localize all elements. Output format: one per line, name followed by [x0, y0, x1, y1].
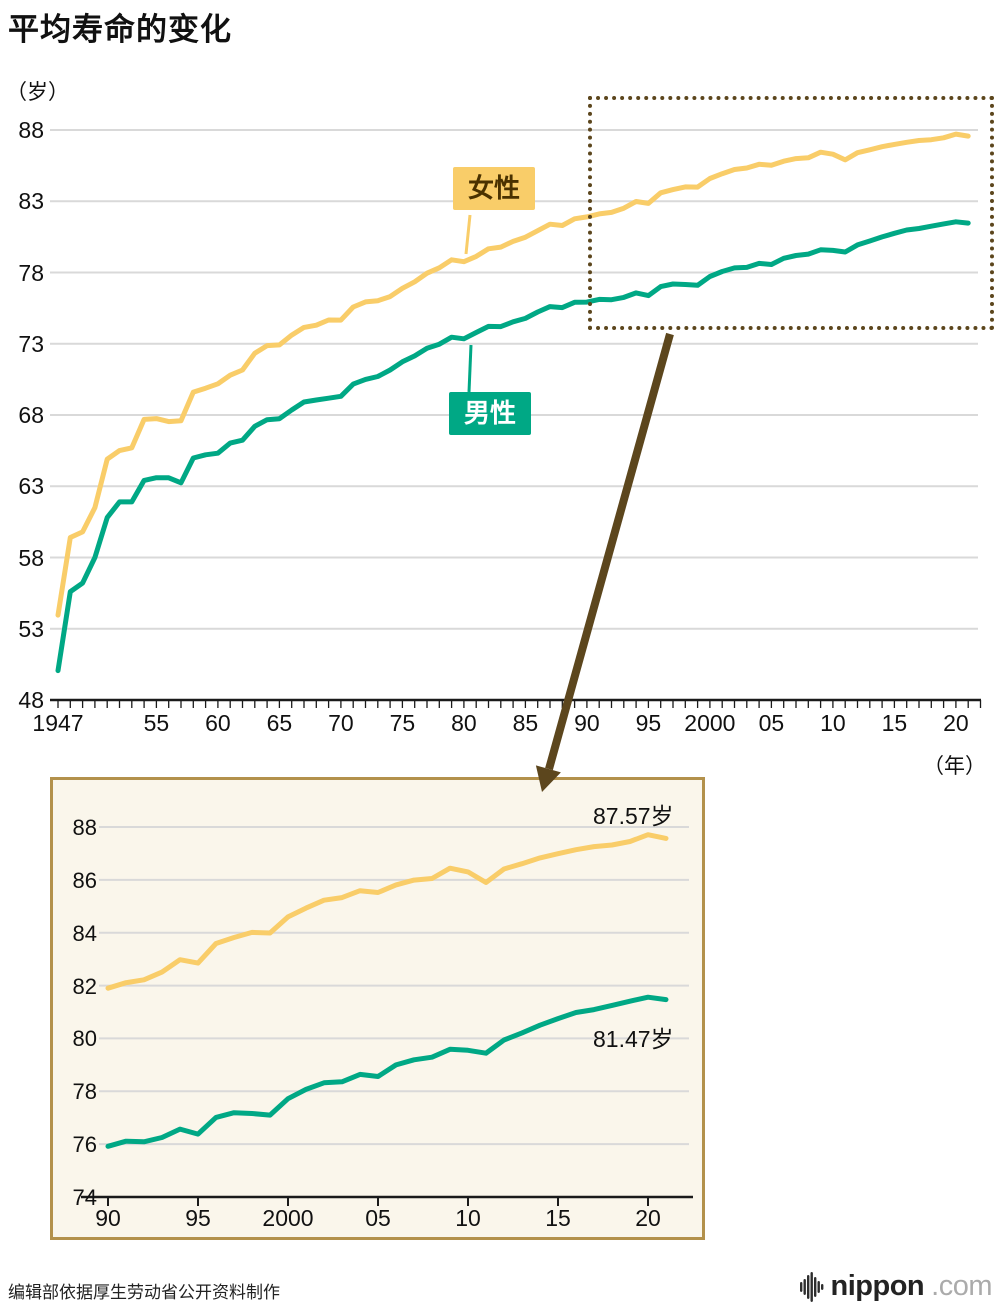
- main-x-tick-label: 10: [820, 710, 846, 736]
- main-x-tick-label: 15: [881, 710, 908, 736]
- main-x-tick-label: 75: [389, 710, 416, 736]
- logo-suffix: .com: [931, 1270, 992, 1302]
- main-x-tick-label: 85: [512, 710, 539, 736]
- male-series-label: 男性: [449, 392, 532, 435]
- main-y-tick-label: 63: [18, 473, 44, 500]
- main-y-tick-label: 83: [18, 188, 44, 215]
- main-x-tick-label: 60: [205, 710, 231, 736]
- main-y-tick-label: 58: [18, 544, 44, 571]
- inset-chart-panel: 74 76 78 80 82 84 86 88 90 95 2000 05 10 15 20 87.57岁…: [50, 777, 705, 1240]
- nippon-logo-icon: [799, 1271, 823, 1302]
- logo-text: nippon: [830, 1270, 925, 1302]
- female-value-annotation: 87.57岁: [593, 803, 674, 829]
- main-x-tick-label: 2000: [684, 710, 736, 736]
- chart-title: 平均寿命的变化: [8, 12, 232, 47]
- main-y-tick-label: 73: [18, 330, 44, 357]
- main-x-tick-label: 70: [328, 710, 354, 736]
- main-x-tick-label: 20: [943, 710, 969, 736]
- zoom-region-box: [588, 96, 994, 330]
- main-y-axis-labels: 48 53 58 63 68 73 78 83 88: [2, 0, 46, 760]
- main-x-tick-label: 55: [143, 710, 170, 736]
- main-y-tick-label: 68: [18, 402, 44, 428]
- male-value-annotation: 81.47岁: [593, 1026, 674, 1052]
- x-axis-unit-label: （年）: [923, 755, 986, 778]
- source-note: 编辑部依据厚生劳动省公开资料制作: [8, 1283, 280, 1302]
- female-series-label: 女性: [453, 167, 536, 210]
- main-x-tick-label: 1947: [32, 710, 84, 736]
- nippon-logo: nippon .com: [799, 1270, 992, 1303]
- inset-chart: [81, 825, 693, 1206]
- main-x-axis-labels: 1947 55 60 65 70 75 80 85 90 95 2000 05 10 15 20: [0, 710, 1000, 750]
- main-y-tick-label: 48: [18, 687, 44, 713]
- y-axis-unit-label: （岁）: [6, 81, 69, 104]
- main-y-tick-label: 53: [18, 615, 44, 642]
- main-y-tick-label: 88: [18, 117, 44, 143]
- main-x-tick-label: 65: [266, 710, 293, 736]
- main-x-tick-label: 80: [451, 710, 477, 736]
- main-y-tick-label: 78: [18, 259, 44, 286]
- main-x-tick-label: 05: [758, 710, 785, 736]
